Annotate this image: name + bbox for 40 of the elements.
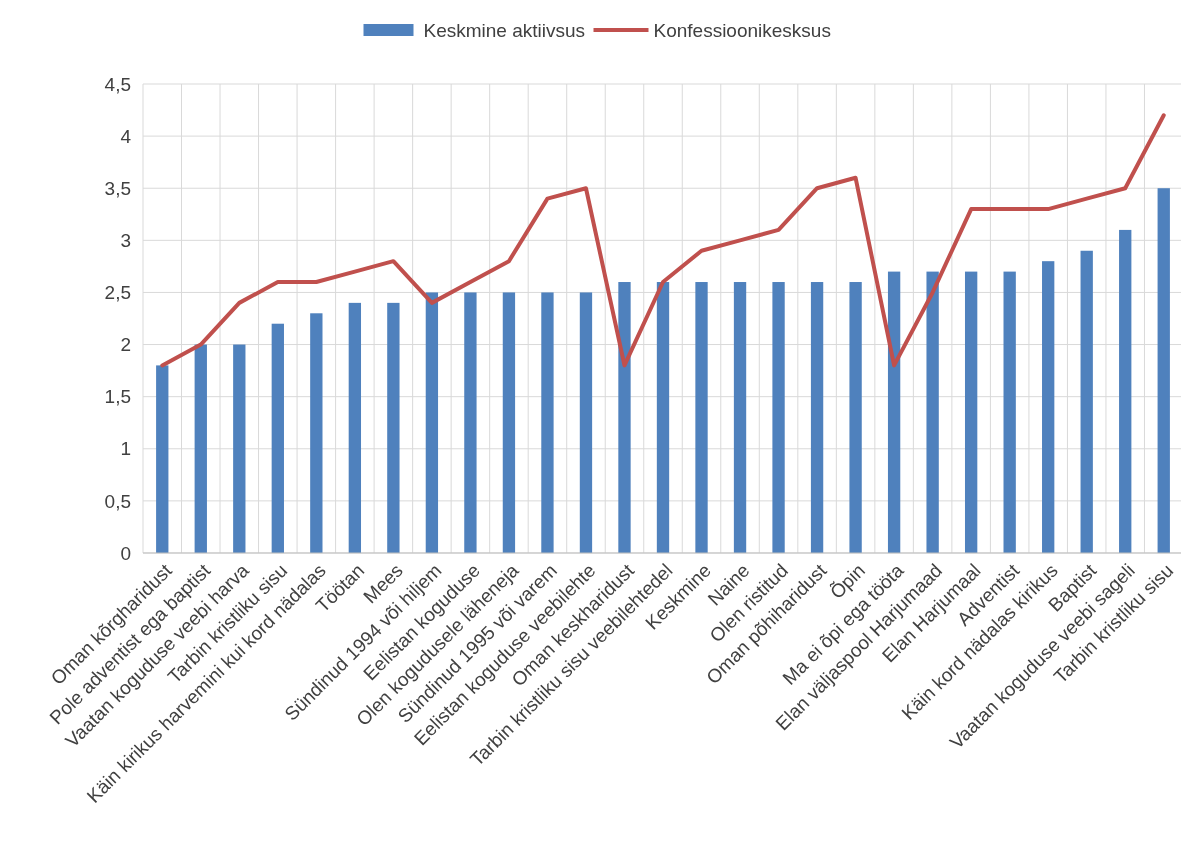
bar — [849, 282, 862, 553]
bar — [310, 313, 323, 553]
line-series — [160, 113, 1166, 368]
bar — [733, 282, 747, 553]
bar — [1042, 261, 1055, 553]
y-tick-label: 1,5 — [104, 386, 131, 408]
bar — [387, 302, 400, 553]
y-tick-label: 3,5 — [104, 177, 131, 199]
y-tick-label: 1 — [120, 438, 131, 460]
y-tick-label: 4 — [120, 125, 132, 147]
y-tick-label: 3 — [120, 229, 131, 251]
bar — [695, 282, 708, 553]
bar — [579, 292, 593, 553]
bar — [656, 282, 670, 553]
bar — [348, 302, 362, 553]
y-tick-label: 0 — [120, 542, 131, 564]
bar — [271, 323, 284, 553]
bar — [194, 344, 207, 553]
bar — [541, 292, 554, 553]
legend-label: Keskmine aktiivsus — [423, 19, 586, 41]
bar — [618, 282, 631, 553]
bar — [1080, 250, 1093, 553]
bar — [464, 292, 477, 553]
bar — [156, 365, 169, 553]
bar — [772, 282, 785, 553]
y-tick-label: 2 — [120, 334, 131, 356]
y-tick-label: 0,5 — [104, 490, 131, 512]
bar — [425, 292, 439, 553]
bar — [926, 271, 939, 553]
y-tick-label: 4,5 — [104, 73, 131, 95]
bar — [502, 292, 516, 553]
bar — [810, 282, 824, 553]
bar — [887, 271, 901, 553]
legend-label: Konfessioonikesksus — [653, 19, 831, 41]
bar — [1157, 188, 1170, 553]
bar — [1119, 229, 1132, 553]
y-tick-label: 2,5 — [104, 282, 131, 304]
bar — [233, 344, 246, 553]
bar — [1003, 271, 1016, 553]
bar — [964, 271, 978, 553]
